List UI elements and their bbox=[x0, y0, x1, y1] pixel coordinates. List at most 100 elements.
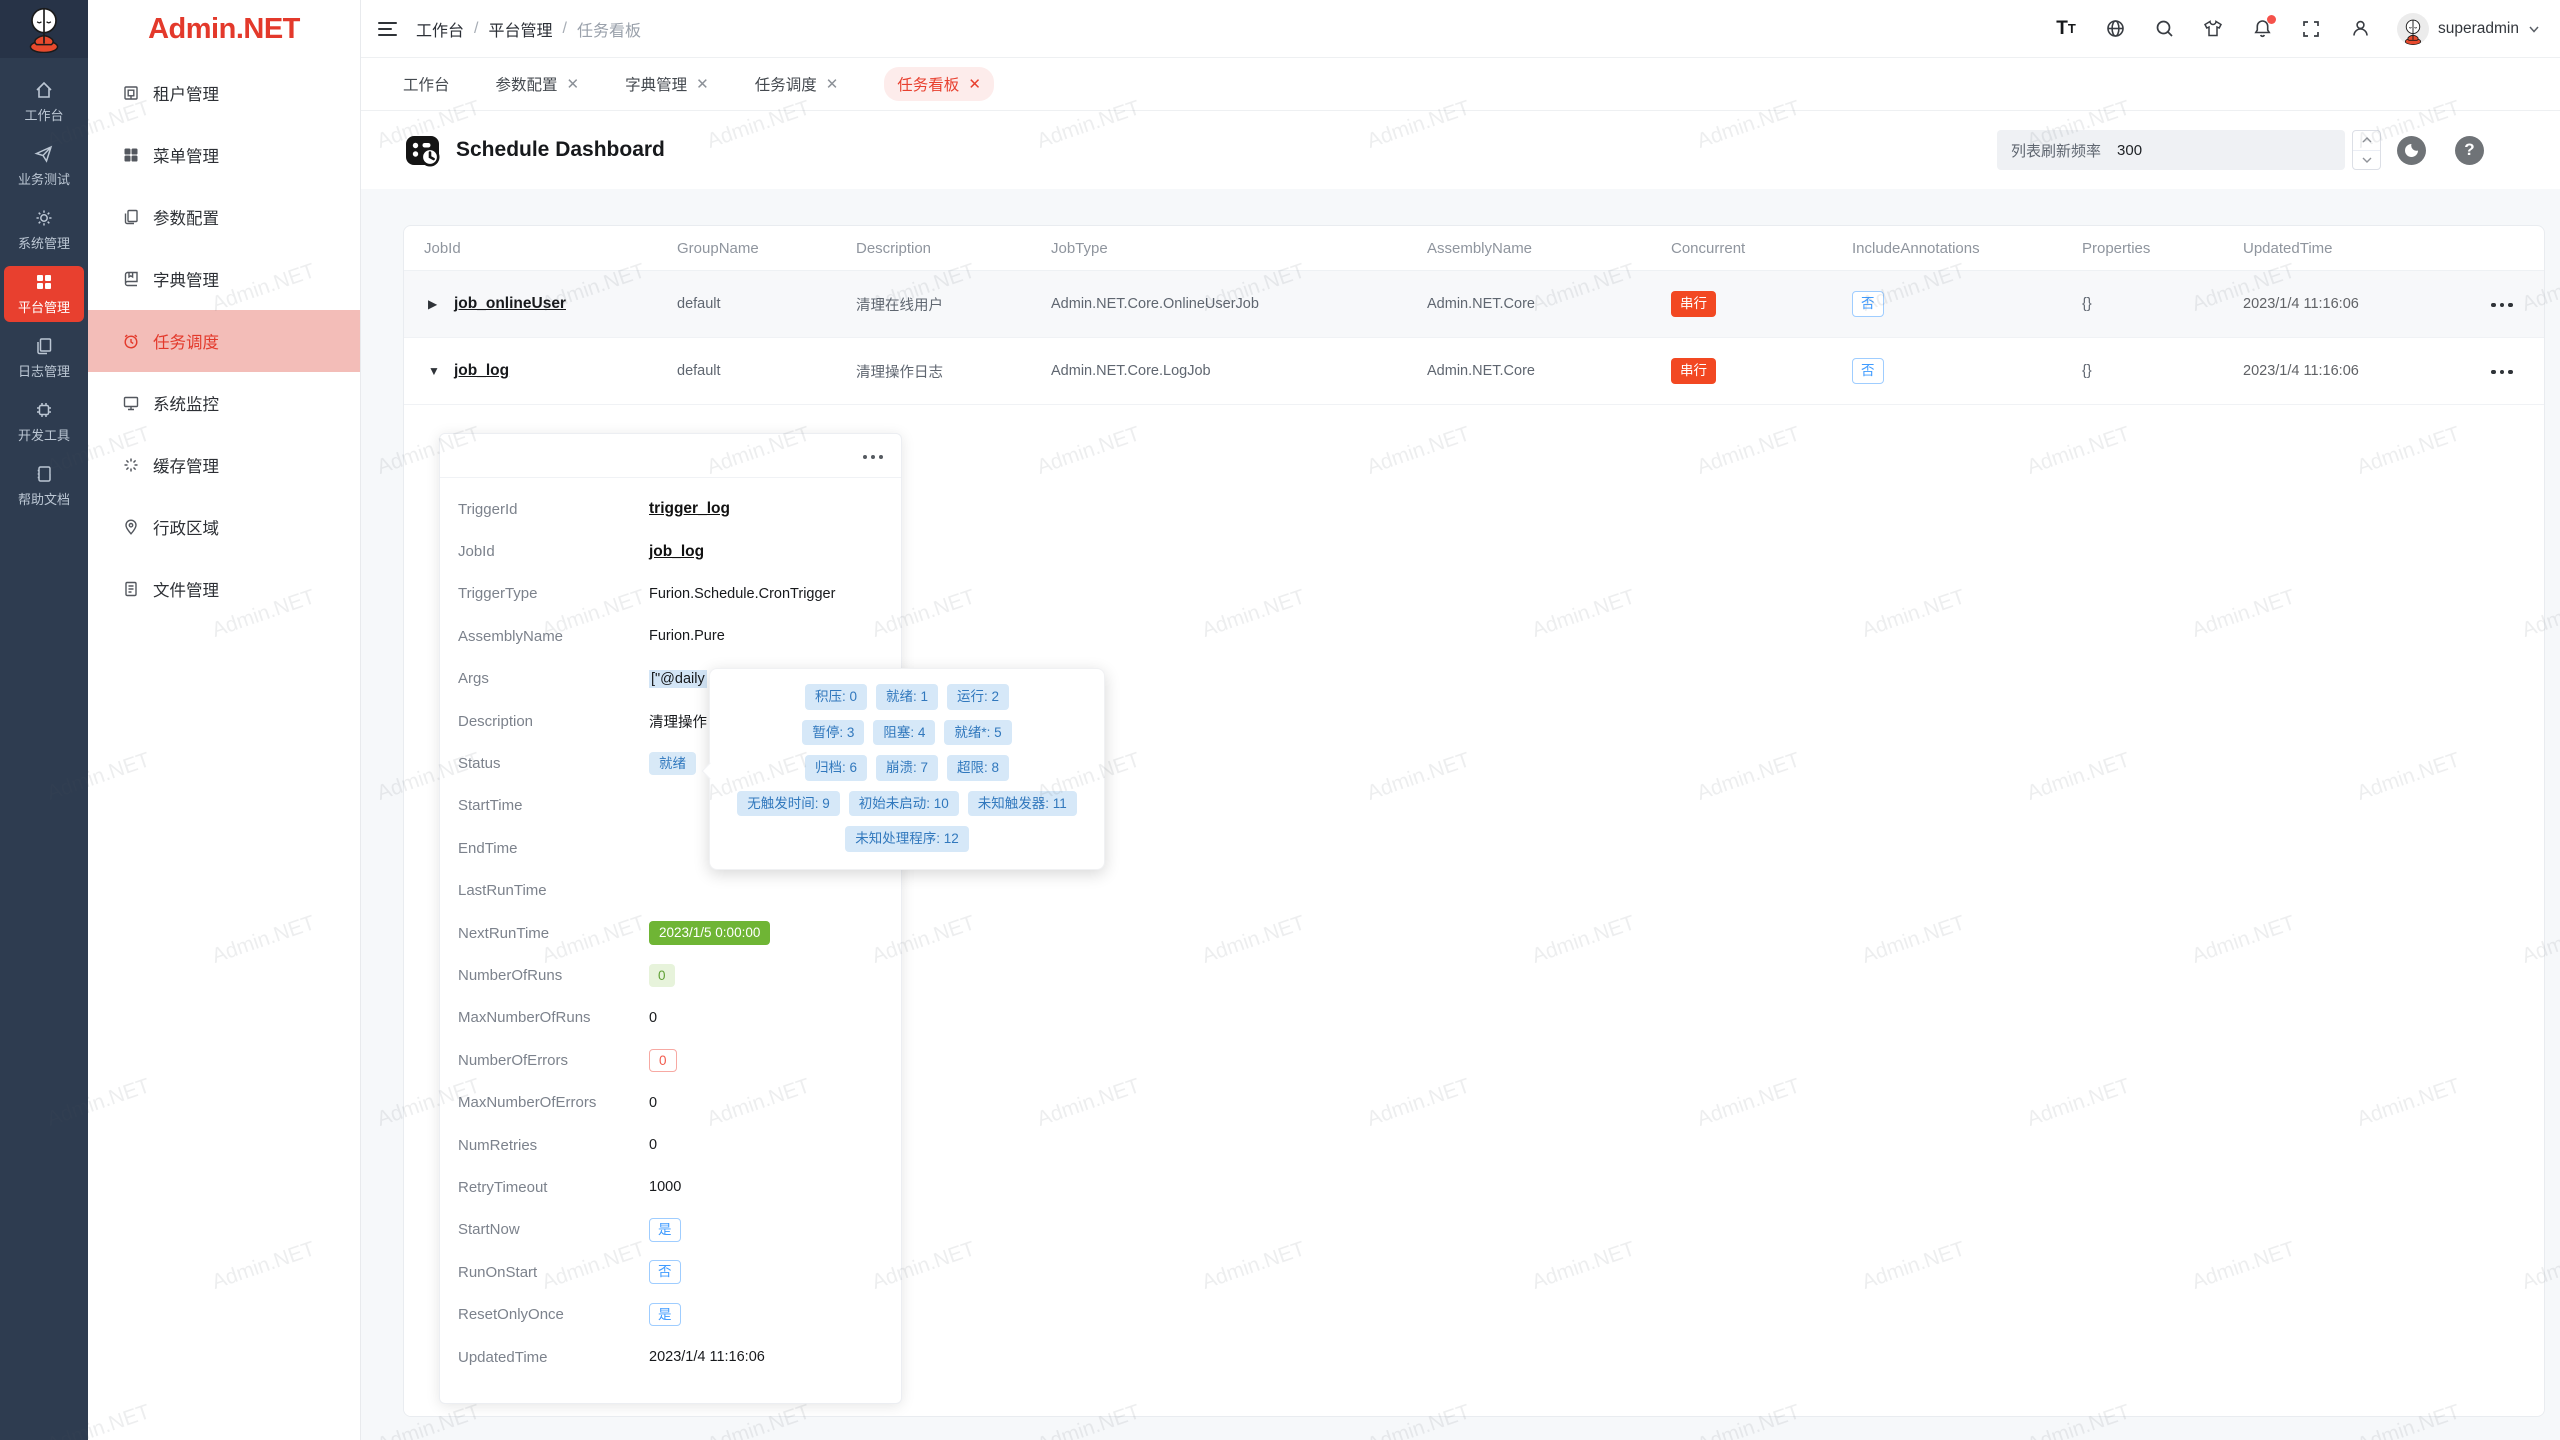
user-menu[interactable]: superadmin bbox=[2397, 12, 2540, 45]
alarm-clock-icon bbox=[124, 334, 138, 349]
tab-task-schedule[interactable]: 任务调度 ✕ bbox=[755, 73, 839, 95]
tab-workbench[interactable]: 工作台 bbox=[403, 73, 450, 95]
sidebar-item-menu-mgmt[interactable]: 菜单管理 bbox=[88, 124, 360, 186]
job-id-link[interactable]: job_log bbox=[454, 362, 510, 379]
sidebar-item-label: 系统监控 bbox=[153, 396, 219, 414]
column-header-assemblyname: AssemblyName bbox=[1427, 239, 1533, 257]
logs-icon bbox=[37, 338, 52, 355]
sidebar-item-dict-mgmt[interactable]: 字典管理 bbox=[88, 248, 360, 310]
tenant-icon bbox=[124, 86, 138, 100]
status-tag[interactable]: 就绪 bbox=[649, 751, 696, 776]
tab-param-config[interactable]: 参数配置 ✕ bbox=[496, 73, 580, 95]
sidebar-item-admin-region[interactable]: 行政区域 bbox=[88, 496, 360, 558]
language-icon[interactable] bbox=[2103, 17, 2127, 41]
sidebar-item-cache-mgmt[interactable]: 缓存管理 bbox=[88, 434, 360, 496]
cell-assemblyname: Admin.NET.Core bbox=[1427, 296, 1535, 312]
mascot-logo-icon bbox=[29, 7, 59, 53]
notification-bell-icon[interactable] bbox=[2250, 14, 2276, 41]
expand-row-icon[interactable]: ▶ bbox=[428, 297, 438, 311]
rail-item-log-mgmt[interactable]: 日志管理 bbox=[4, 330, 84, 386]
rail-item-system-mgmt[interactable]: 系统管理 bbox=[4, 202, 84, 258]
next-run-time-tag: 2023/1/5 0:00:00 bbox=[649, 921, 771, 945]
close-icon[interactable]: ✕ bbox=[696, 75, 709, 93]
rail-item-help-docs[interactable]: 帮助文档 bbox=[4, 458, 84, 514]
close-icon[interactable]: ✕ bbox=[825, 75, 839, 93]
collapse-menu-icon[interactable] bbox=[378, 17, 402, 41]
sidebar-item-task-schedule[interactable]: 任务调度 bbox=[88, 310, 360, 372]
field-label: NumberOfRuns bbox=[458, 966, 563, 984]
send-icon bbox=[34, 145, 53, 163]
rail-item-dev-tools[interactable]: 开发工具 bbox=[4, 394, 84, 450]
concurrent-tag: 串行 bbox=[1671, 358, 1716, 384]
rail-item-platform-mgmt[interactable]: 平台管理 bbox=[4, 266, 84, 322]
sidebar-item-param-config[interactable]: 参数配置 bbox=[88, 186, 360, 248]
trigger-actions-icon[interactable] bbox=[861, 449, 885, 465]
rail-item-label: 工作台 bbox=[24, 108, 64, 123]
tab-task-dashboard[interactable]: 任务看板 ✕ bbox=[884, 67, 994, 101]
collapse-row-icon[interactable]: ▼ bbox=[428, 364, 440, 378]
stepper-down-icon[interactable] bbox=[2353, 151, 2380, 170]
rail-items: 工作台 业务测试 系统管理 平台管理 bbox=[4, 74, 84, 514]
table-row: ▶ job_onlineUser default 清理在线用户 Admin.NE… bbox=[404, 271, 2544, 338]
cell-assemblyname: Admin.NET.Core bbox=[1427, 363, 1535, 379]
fullscreen-icon[interactable] bbox=[2299, 17, 2323, 41]
job-id-link[interactable]: job_onlineUser bbox=[454, 295, 566, 312]
breadcrumb-item-current: 任务看板 bbox=[576, 22, 641, 40]
search-icon[interactable] bbox=[2152, 17, 2176, 41]
cell-properties: {} bbox=[2082, 363, 2092, 379]
rail-item-business-test[interactable]: 业务测试 bbox=[4, 138, 84, 194]
field-label: EndTime bbox=[458, 839, 518, 857]
field-label: MaxNumberOfErrors bbox=[458, 1094, 597, 1112]
grid-icon bbox=[37, 275, 51, 289]
status-legend-tag: 运行: 2 bbox=[947, 684, 1010, 710]
refresh-rate-label: 列表刷新频率 bbox=[2011, 142, 2102, 160]
cell-jobtype: Admin.NET.Core.LogJob bbox=[1051, 363, 1211, 379]
job-id-link[interactable]: job_log bbox=[649, 542, 705, 560]
row-actions-icon[interactable] bbox=[2489, 297, 2515, 314]
cell-jobtype: Admin.NET.Core.OnlineUserJob bbox=[1051, 296, 1259, 312]
field-label: NumRetries bbox=[458, 1136, 538, 1154]
close-icon[interactable]: ✕ bbox=[968, 75, 981, 93]
dark-mode-icon[interactable] bbox=[2397, 135, 2426, 165]
close-icon[interactable]: ✕ bbox=[566, 75, 580, 93]
sidebar-item-tenant-mgmt[interactable]: 租户管理 bbox=[88, 62, 360, 124]
username: superadmin bbox=[2438, 19, 2519, 37]
status-legend-tag: 阻塞: 4 bbox=[873, 719, 936, 745]
trigger-id-link[interactable]: trigger_log bbox=[649, 500, 730, 518]
breadcrumb-item[interactable]: 工作台 bbox=[416, 22, 465, 40]
cell-description: 清理在线用户 bbox=[856, 297, 943, 314]
theme-shirt-icon[interactable] bbox=[2201, 17, 2225, 41]
tab-label: 任务看板 bbox=[897, 77, 960, 94]
include-annotations-tag: 否 bbox=[1852, 358, 1884, 384]
row-actions-icon[interactable] bbox=[2489, 364, 2515, 381]
menu-grid-icon bbox=[124, 148, 138, 162]
field-label: StartTime bbox=[458, 797, 523, 815]
sidebar-item-system-monitor[interactable]: 系统监控 bbox=[88, 372, 360, 434]
app-logo[interactable] bbox=[0, 0, 88, 58]
field-label: NumberOfErrors bbox=[458, 1051, 569, 1069]
stepper-up-icon[interactable] bbox=[2353, 131, 2380, 151]
tab-dict-mgmt[interactable]: 字典管理 ✕ bbox=[625, 73, 709, 95]
sidebar-item-file-mgmt[interactable]: 文件管理 bbox=[88, 558, 360, 620]
help-icon[interactable]: ? bbox=[2455, 135, 2484, 165]
breadcrumb-item[interactable]: 平台管理 bbox=[488, 22, 553, 40]
cell-description: 清理操作日志 bbox=[856, 364, 943, 381]
rail-item-workbench[interactable]: 工作台 bbox=[4, 74, 84, 130]
rail-item-label: 系统管理 bbox=[17, 236, 70, 251]
rail-item-label: 平台管理 bbox=[17, 300, 70, 315]
field-label: TriggerType bbox=[458, 585, 538, 603]
status-legend-tag: 崩溃: 7 bbox=[875, 755, 938, 781]
gear-icon bbox=[36, 210, 52, 226]
jobs-table-card: JobId GroupName Description JobType Asse… bbox=[403, 225, 2545, 1417]
tab-label: 字典管理 bbox=[625, 77, 688, 94]
icon-rail: 工作台 业务测试 系统管理 平台管理 bbox=[0, 0, 88, 1440]
field-label: UpdatedTime bbox=[458, 1348, 548, 1366]
number-of-runs-tag: 0 bbox=[649, 963, 675, 988]
field-label: Status bbox=[458, 755, 501, 773]
refresh-rate-stepper bbox=[2352, 130, 2381, 170]
profile-icon[interactable] bbox=[2348, 17, 2372, 41]
refresh-rate-input[interactable]: 列表刷新频率 300 bbox=[1997, 130, 2345, 170]
